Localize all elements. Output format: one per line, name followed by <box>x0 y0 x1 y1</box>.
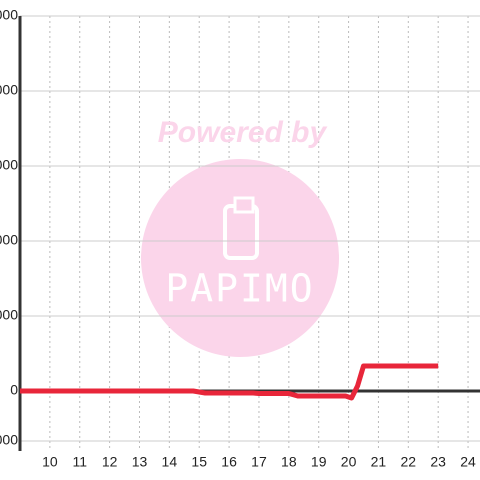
watermark: Powered by PAPIMO <box>141 116 339 357</box>
x-tick-label: 22 <box>401 454 417 470</box>
x-tick-label: 12 <box>102 454 118 470</box>
x-tick-label: 24 <box>460 454 476 470</box>
x-tick-label: 20 <box>341 454 357 470</box>
y-tick-label: 30,000 <box>0 307 18 323</box>
x-tick-label: 16 <box>221 454 237 470</box>
y-tick-label: 60,000 <box>0 232 18 248</box>
x-tick-label: 11 <box>72 454 87 470</box>
x-tick-label: 19 <box>311 454 327 470</box>
y-tick-label: -20,000 <box>0 432 18 448</box>
watermark-top: Powered by <box>158 116 328 149</box>
x-tick-label: 21 <box>371 454 387 470</box>
y-tick-label: 120,000 <box>0 82 18 98</box>
x-tick-label: 15 <box>191 454 207 470</box>
x-tick-label: 13 <box>132 454 148 470</box>
x-tick-label: 17 <box>251 454 267 470</box>
line <box>20 363 439 401</box>
x-tick-label: 10 <box>42 454 58 470</box>
x-tick-label: 14 <box>162 454 178 470</box>
y-tick-label: 90,000 <box>0 157 18 173</box>
x-tick-label: 23 <box>430 454 446 470</box>
watermark-logo: PAPIMO <box>165 267 314 311</box>
y-tick-label: 150,000 <box>0 7 18 23</box>
x-tick-label: 18 <box>281 454 297 470</box>
y-tick-label: 0 <box>10 382 18 398</box>
